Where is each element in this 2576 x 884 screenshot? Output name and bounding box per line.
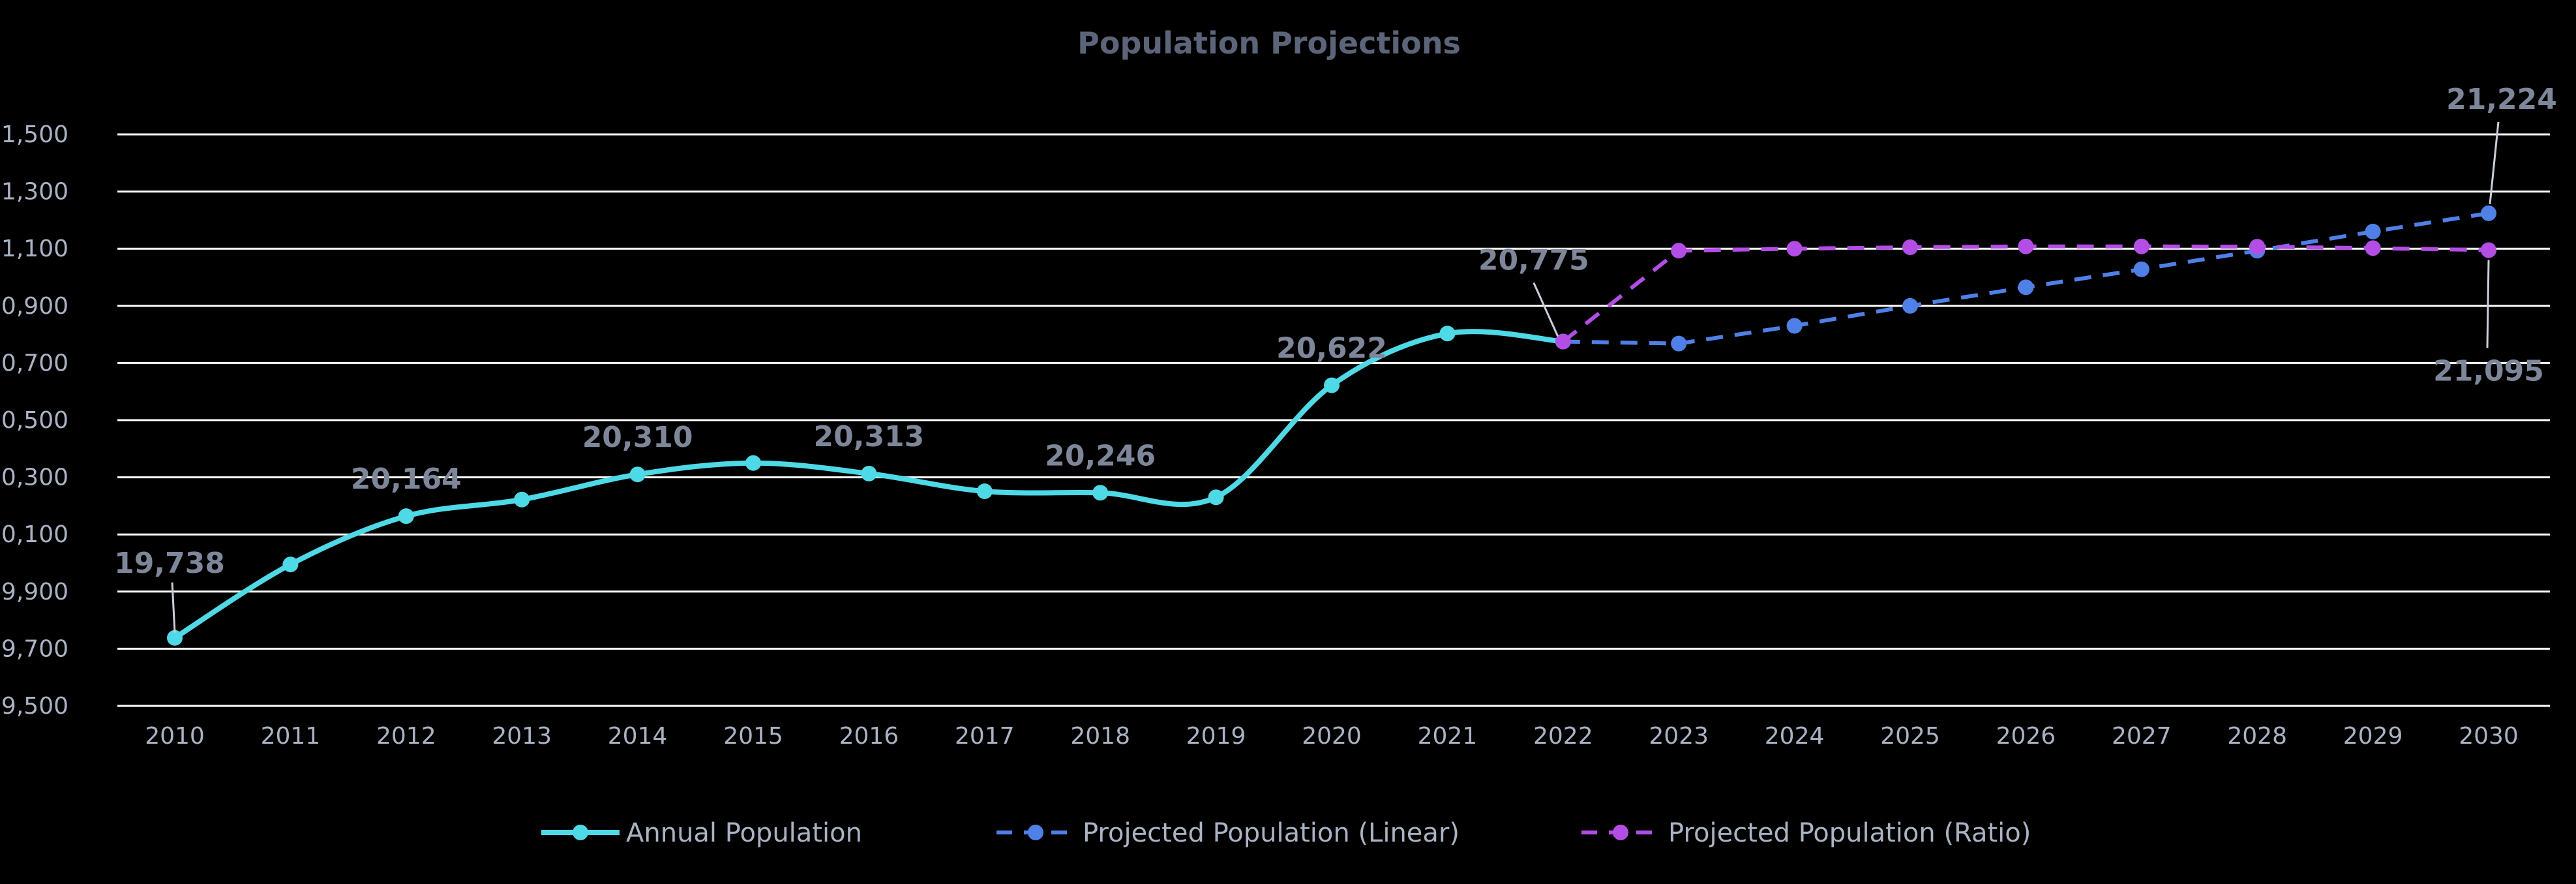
x-tick-label: 2030 — [2459, 723, 2519, 750]
projected-population-linear-point — [2133, 261, 2149, 277]
x-tick-label: 2019 — [1186, 723, 1246, 750]
annual-population-point — [1208, 489, 1224, 506]
x-tick-label: 2023 — [1649, 723, 1709, 750]
legend-item-annual-population: Annual Population — [541, 818, 862, 848]
x-tick-label: 2010 — [145, 723, 205, 750]
annual-population-point — [629, 466, 646, 483]
chart-title: Population Projections — [1077, 25, 1461, 61]
y-tick-label: 20,900 — [0, 293, 68, 320]
data-label: 20,775 — [1478, 244, 1589, 277]
data-label-leader — [171, 582, 176, 633]
projected-population-linear-point — [1786, 318, 1803, 334]
x-tick-label: 2026 — [1996, 723, 2056, 750]
legend-swatch-marker — [573, 825, 588, 840]
data-label-leader — [2486, 260, 2490, 348]
data-label: 21,095 — [2433, 354, 2544, 388]
projected-population-ratio-point — [1786, 241, 1803, 257]
x-tick-label: 2025 — [1880, 723, 1940, 750]
y-tick-label: 19,700 — [0, 635, 68, 662]
legend-label: Projected Population (Linear) — [1083, 818, 1460, 848]
data-labels: 19,738 20,164 20,310 20,313 20,246 20,622 20,7… — [114, 83, 2557, 633]
y-tick-label: 20,300 — [0, 465, 68, 491]
projected-population-linear-point — [2481, 205, 2496, 221]
x-tick-label: 2016 — [839, 723, 899, 750]
annual-population-point — [514, 491, 530, 508]
data-label-leader — [1533, 282, 1559, 337]
series-markers — [167, 205, 2496, 646]
annual-population-point — [745, 455, 761, 471]
data-label: 20,313 — [814, 420, 925, 453]
x-tick-label: 2017 — [955, 723, 1015, 750]
projected-population-ratio-point — [1671, 243, 1687, 259]
x-tick-label: 2012 — [376, 723, 436, 750]
projected-population-ratio-point — [2018, 238, 2034, 254]
x-tick-label: 2028 — [2227, 723, 2287, 750]
legend-item-projected-population-ratio: Projected Population (Ratio) — [1581, 818, 2031, 848]
x-tick-label: 2029 — [2343, 723, 2403, 750]
legend-label: Annual Population — [626, 818, 862, 848]
legend-swatch-marker — [1028, 825, 1043, 840]
annual-population-point — [282, 556, 299, 573]
x-tick-label: 2018 — [1070, 723, 1130, 750]
data-label: 20,622 — [1276, 332, 1387, 365]
y-tick-label: 19,500 — [0, 693, 68, 720]
projected-population-linear-point — [1671, 335, 1687, 352]
legend-swatch-marker — [1613, 825, 1628, 840]
x-tick-label: 2021 — [1418, 723, 1478, 750]
y-tick-label: 20,100 — [0, 521, 68, 548]
projected-population-linear-point — [1902, 297, 1918, 314]
projected-population-linear-point — [2365, 223, 2381, 239]
annual-population-point — [167, 630, 183, 646]
projected-population-ratio-point — [2481, 242, 2496, 258]
projected-population-ratio-point — [2133, 238, 2149, 254]
data-label: 21,224 — [2446, 83, 2557, 116]
x-tick-label: 2011 — [261, 723, 321, 750]
legend-label: Projected Population (Ratio) — [1668, 818, 2031, 848]
legend-item-projected-population-linear: Projected Population (Linear) — [996, 818, 1460, 848]
annual-population-point — [976, 483, 993, 500]
y-tick-label: 19,900 — [0, 579, 68, 605]
annual-population-point — [398, 508, 414, 525]
annual-population-point — [861, 465, 877, 481]
projected-population-linear-line — [1563, 211, 2489, 346]
y-tick-label: 20,700 — [0, 350, 68, 376]
annual-population-point — [1439, 326, 1456, 342]
data-label: 20,310 — [582, 421, 693, 454]
x-tick-label: 2020 — [1302, 723, 1362, 750]
y-tick-label: 21,100 — [0, 236, 68, 262]
x-tick-label: 2015 — [723, 723, 783, 750]
projection-anchor-point — [1555, 333, 1571, 350]
x-axis-ticks: 2010 2011 2012 2013 2014 2015 2016 2017 2018 2019… — [145, 723, 2519, 750]
annual-population-point — [1324, 377, 1340, 393]
y-axis-ticks: 19,500 19,700 19,900 20,100 20,300 20,500 20,7… — [0, 121, 68, 720]
gridlines — [117, 133, 2550, 707]
projected-population-linear-point — [2018, 279, 2034, 296]
data-label: 20,246 — [1045, 439, 1156, 472]
x-tick-label: 2027 — [2112, 723, 2172, 750]
y-tick-label: 21,500 — [0, 121, 68, 148]
data-label-leader — [2489, 121, 2500, 205]
legend: Annual Population Projected Population (L… — [541, 818, 2031, 848]
y-tick-label: 21,300 — [0, 179, 68, 206]
annual-population-point — [1092, 485, 1109, 501]
y-tick-label: 20,500 — [0, 407, 68, 434]
x-tick-label: 2014 — [608, 723, 668, 750]
projected-population-ratio-point — [1902, 239, 1918, 256]
x-tick-label: 2013 — [492, 723, 552, 750]
projected-population-ratio-point — [2365, 240, 2381, 256]
x-tick-label: 2024 — [1765, 723, 1825, 750]
x-tick-label: 2022 — [1533, 723, 1593, 750]
data-label: 19,738 — [114, 547, 225, 580]
projected-population-ratio-point — [2249, 239, 2266, 255]
data-label: 20,164 — [351, 463, 462, 496]
